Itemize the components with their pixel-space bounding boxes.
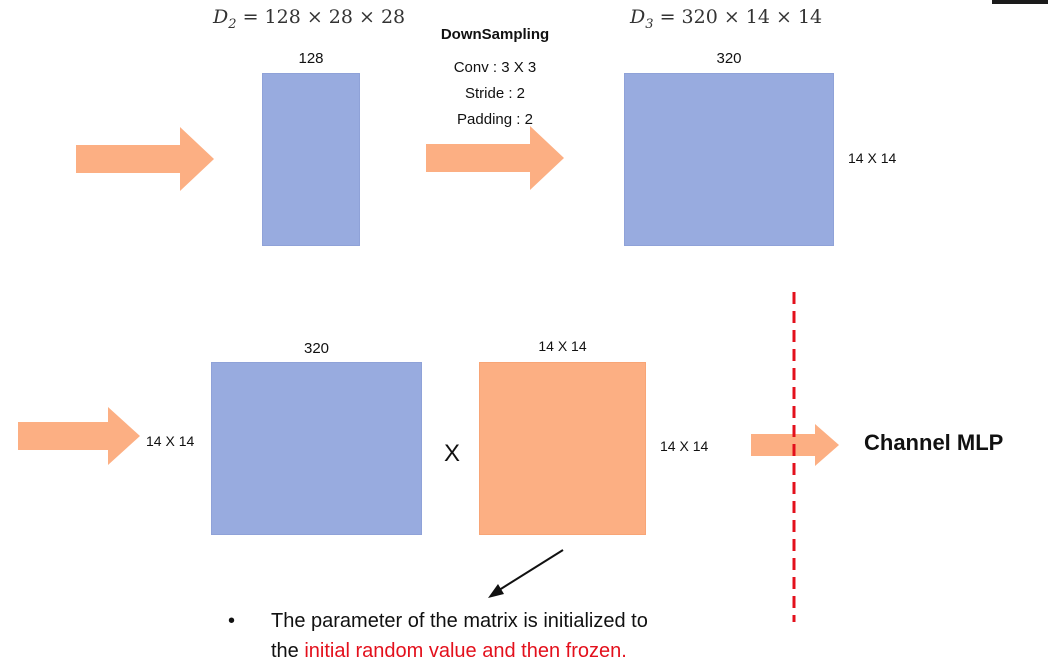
note-bullet: • — [228, 610, 236, 632]
feature-block-d2 — [262, 73, 360, 246]
note-line2-prefix: the — [271, 640, 305, 662]
matrix-side-label: 14 X 14 — [660, 438, 709, 454]
conv-spec: Conv : 3 X 3 — [453, 59, 537, 76]
feature-block-input — [211, 362, 422, 535]
window-edge-bar — [992, 0, 1048, 4]
d3-formula: D3 = 320 × 14 × 14 — [630, 6, 823, 32]
blue-block-channel-label: 320 — [303, 340, 330, 357]
matrix-top-label: 14 X 14 — [538, 338, 587, 354]
block2-channel-label: 320 — [716, 50, 742, 67]
note-line2: the initial random value and then frozen… — [271, 636, 648, 666]
multiply-symbol: X — [444, 440, 461, 467]
right-arrow-icon — [18, 407, 140, 465]
block2-spatial-label: 14 X 14 — [848, 150, 897, 166]
note-line1: The parameter of the matrix is initializ… — [271, 610, 648, 632]
diagonal-arrow-icon — [488, 549, 564, 598]
block1-channel-label: 128 — [298, 50, 324, 67]
d2-formula: D2 = 128 × 28 × 28 — [213, 6, 406, 32]
note-highlight: initial random value and then frozen. — [304, 640, 627, 662]
divider-dashed-line — [792, 292, 796, 622]
note-text: The parameter of the matrix is initializ… — [271, 606, 648, 666]
right-arrow-icon — [76, 127, 214, 191]
frozen-matrix-block — [479, 362, 646, 535]
downsampling-info: DownSampling Conv : 3 X 3 Stride : 2 Pad… — [425, 26, 565, 129]
feature-block-d3 — [624, 73, 834, 246]
downsampling-title: DownSampling — [440, 26, 550, 43]
right-arrow-icon — [426, 126, 564, 190]
blue-block-spatial-label: 14 X 14 — [146, 433, 195, 449]
padding-spec: Padding : 2 — [457, 111, 533, 128]
stride-spec: Stride : 2 — [464, 85, 526, 102]
channel-mlp-label: Channel MLP — [864, 430, 1004, 455]
